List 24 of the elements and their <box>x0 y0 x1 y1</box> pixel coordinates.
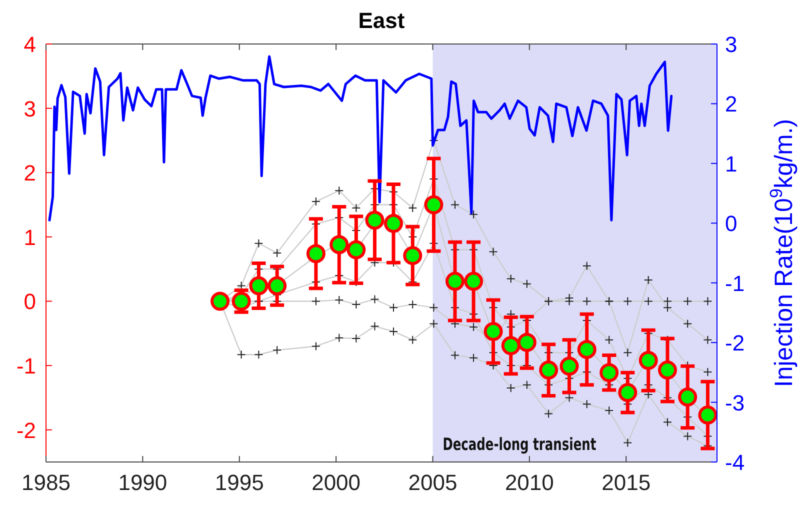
x-tick-label: 1985 <box>22 470 70 495</box>
y-tick-label: 3 <box>24 96 36 122</box>
x-tick-label: 2000 <box>312 470 361 495</box>
y-tick-label: 0 <box>24 289 36 314</box>
x-tick-label: 2005 <box>408 470 458 495</box>
y2-tick-label: 1 <box>725 151 738 176</box>
y-tick-label: 4 <box>24 32 36 57</box>
y-tick-label: -1 <box>16 354 36 379</box>
y2-tick-label: -1 <box>725 270 745 296</box>
x-tick-label: 1990 <box>118 470 168 495</box>
y2-tick-label: -4 <box>725 450 745 475</box>
y-tick-label: 1 <box>24 224 36 250</box>
y2-tick-label: 0 <box>725 211 738 236</box>
y2-tick-label: -2 <box>725 330 745 356</box>
chart-title: East <box>358 8 406 33</box>
y-tick-label: 2 <box>24 160 36 186</box>
y2-tick-label: 2 <box>725 92 738 117</box>
x-tick-label: 1995 <box>214 470 264 495</box>
x-tick-label: 2015 <box>602 470 651 495</box>
y-tick-label: -2 <box>16 418 36 443</box>
y2-tick-label: -3 <box>725 390 745 416</box>
y2-tick-label: 3 <box>725 32 738 57</box>
x-tick-label: 2010 <box>504 470 554 495</box>
band-label: Decade-long transient <box>442 434 597 454</box>
